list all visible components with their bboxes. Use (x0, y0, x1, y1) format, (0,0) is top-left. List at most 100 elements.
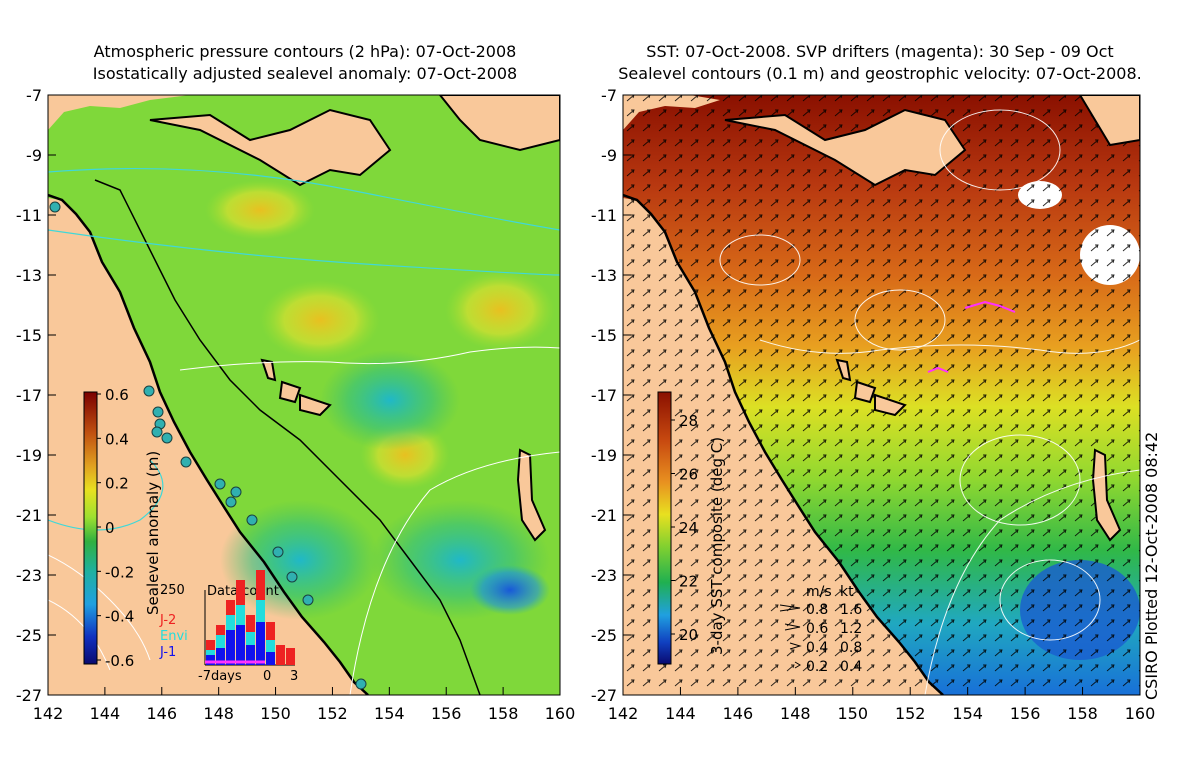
sealevel-colorbar-tick: 0.6 (105, 386, 129, 404)
sealevel-colorbar-tick: 0 (105, 519, 115, 537)
data-count-bars (206, 570, 295, 665)
sst-colorbar: 28 26 24 22 20 3-day SST composite (deg C) (657, 391, 726, 665)
right-y-tick-label: -17 (591, 386, 617, 405)
anomaly-high-blob (260, 280, 380, 360)
right-title-line1: SST: 07-Oct-2008. SVP drifters (magenta)… (646, 42, 1114, 61)
pressure-contour (48, 229, 560, 276)
right-x-tick-label: 152 (895, 704, 926, 723)
right-reef-island (1091, 448, 1122, 542)
right-y-tick-label: -19 (591, 446, 617, 465)
velocity-legend: m/s kt 0.8 1.6 0.6 1.2 0.4 0.8 0.2 0.4 (779, 584, 862, 675)
right-reef-islands (835, 358, 907, 417)
right-y-tick-label: -25 (591, 626, 617, 645)
anomaly-low-blob (470, 565, 550, 615)
sealevel-colorbar-tick: -0.6 (105, 652, 134, 670)
sst-colorbar-label: 3-day SST composite (deg C) (708, 437, 726, 655)
left-x-tick-label: 154 (374, 704, 405, 723)
left-y-tick-label: -19 (16, 446, 42, 465)
sealevel-contour (349, 451, 560, 695)
left-x-tick-label: 156 (431, 704, 462, 723)
svp-drifter-track (964, 300, 1016, 313)
legend-envi: Envi (160, 629, 188, 644)
left-island-coast (149, 108, 392, 187)
sealevel-colorbar: 0.6 0.4 0.2 0 -0.2 -0.4 -0.6 Sealevel anomaly … (83, 386, 162, 670)
sealevel-colorbar-scale (83, 391, 98, 665)
altimeter-tide-gauges (49, 201, 367, 690)
left-y-tick-label: -7 (26, 86, 42, 105)
left-x-tick-label: 158 (488, 704, 519, 723)
left-y-tick-label: -11 (16, 206, 42, 225)
left-title-line2: Isostatically adjusted sealevel anomaly:… (92, 64, 518, 83)
right-y-tick-label: -15 (591, 326, 617, 345)
velocity-legend-arrow (779, 604, 801, 612)
velocity-legend-kt: 0.4 (840, 659, 862, 675)
velocity-legend-arrow (789, 642, 802, 650)
right-y-tick-label: -7 (601, 86, 617, 105)
data-count-x-start: -7days (198, 669, 242, 684)
sst-colorbar-tick: 28 (679, 412, 698, 430)
left-x-tick-label: 146 (147, 704, 178, 723)
right-x-tick-label: 142 (608, 704, 639, 723)
right-island-coast (1078, 95, 1140, 147)
right-y-tick-label: -23 (591, 566, 617, 585)
sst-colorbar-tick: 26 (679, 466, 698, 484)
data-count-inset: 250 Data count J-2 Envi J-1 -7days 0 3 (159, 570, 298, 684)
pressure-contour (48, 167, 560, 231)
sealevel-contour (179, 346, 560, 371)
left-island-coast (438, 95, 560, 152)
velocity-legend-kt: 1.2 (840, 621, 862, 637)
velocity-legend-ms: 0.8 (806, 602, 828, 618)
right-x-tick-label: 148 (780, 704, 811, 723)
sst-colorbar-tick: 20 (679, 626, 698, 644)
velocity-legend-ms-header: m/s (806, 584, 832, 600)
right-x-tick-label: 150 (838, 704, 869, 723)
pressure-contour (48, 459, 164, 531)
left-title-line1: Atmospheric pressure contours (2 hPa): 0… (93, 42, 517, 61)
left-map (48, 95, 560, 695)
left-reef-island (516, 448, 547, 542)
left-y-tick-label: -21 (16, 506, 42, 525)
sealevel-colorbar-tick: 0.2 (105, 475, 129, 493)
left-x-tick-label: 142 (33, 704, 64, 723)
sealevel-contour (48, 554, 151, 661)
sealevel-colorbar-label: Sealevel anomaly (m) (144, 451, 162, 615)
sst-colorbar-tick: 24 (679, 519, 698, 537)
sealevel-colorbar-tick: -0.2 (105, 563, 134, 581)
right-x-tick-label: 158 (1067, 704, 1098, 723)
left-x-tick-label: 144 (90, 704, 121, 723)
sealevel-colorbar-tick: -0.4 (105, 608, 134, 626)
plot-signature: CSIRO Plotted 12-Oct-2008 08:42 (1142, 431, 1161, 700)
right-x-tick-label: 154 (952, 704, 983, 723)
right-island-coast (724, 108, 967, 187)
left-x-tick-label: 150 (260, 704, 291, 723)
right-y-tick-label: -11 (591, 206, 617, 225)
left-y-tick-label: -15 (16, 326, 42, 345)
sst-colorbar-scale (657, 391, 672, 665)
right-x-tick-label: 156 (1010, 704, 1041, 723)
velocity-legend-kt-header: kt (840, 584, 854, 600)
left-y-tick-label: -17 (16, 386, 42, 405)
data-count-x-zero: 0 (263, 669, 271, 684)
anomaly-high-blob (445, 270, 555, 350)
legend-j2: J-2 (159, 613, 176, 628)
right-map (623, 95, 1140, 695)
left-x-tick-label: 152 (317, 704, 348, 723)
velocity-legend-ms: 0.4 (806, 640, 828, 656)
velocity-legend-ms: 0.6 (806, 621, 828, 637)
geostrophic-velocity-arrows (623, 95, 1140, 695)
right-x-tick-label: 144 (665, 704, 696, 723)
left-x-tick-label: 160 (545, 704, 576, 723)
left-reef-islands (260, 358, 332, 417)
right-y-tick-label: -9 (601, 146, 617, 165)
right-title-line2: Sealevel contours (0.1 m) and geostrophi… (618, 64, 1142, 83)
left-y-tick-label: -27 (16, 686, 42, 705)
sealevel-colorbar-tick: 0.4 (105, 430, 129, 448)
left-y-tick-label: -13 (16, 266, 42, 285)
velocity-legend-ms: 0.2 (806, 659, 828, 675)
left-y-tick-label: -25 (16, 626, 42, 645)
velocity-legend-kt: 0.8 (840, 640, 862, 656)
left-y-tick-label: -9 (26, 146, 42, 165)
anomaly-low-blob (320, 350, 460, 450)
